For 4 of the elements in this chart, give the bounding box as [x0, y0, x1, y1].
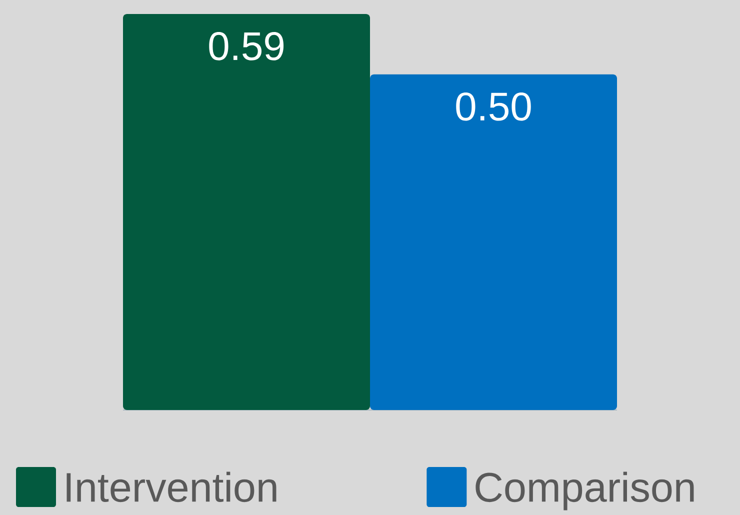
legend-label: Intervention	[66, 472, 276, 502]
data-label: 0.50	[456, 92, 531, 121]
data-label: 0.59	[209, 32, 284, 60]
legend-label: Comparison	[476, 472, 694, 510]
